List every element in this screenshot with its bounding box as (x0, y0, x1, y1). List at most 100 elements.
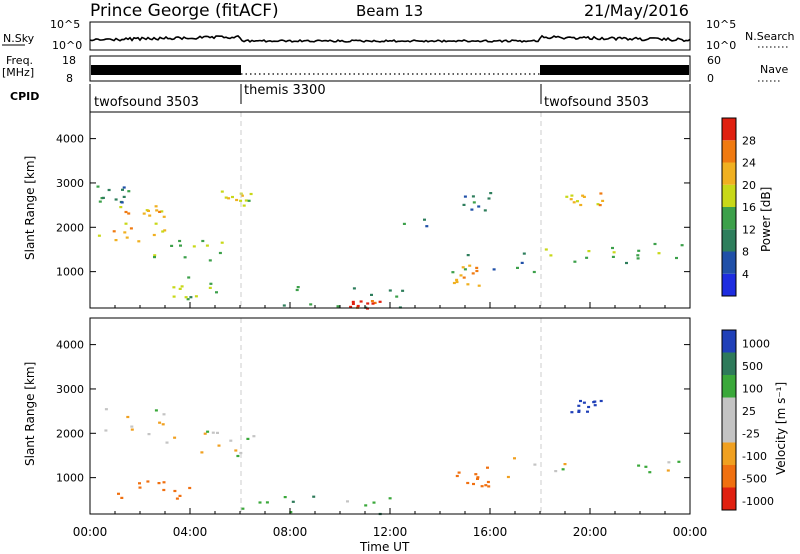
heatmap-cell (492, 268, 496, 271)
heatmap-cell (477, 205, 481, 208)
heatmap-cell (178, 494, 182, 497)
heatmap-cell (244, 199, 248, 202)
heatmap-cell (126, 415, 130, 419)
heatmap-cell (309, 303, 313, 306)
heatmap-cell (582, 401, 586, 404)
y-tick-label: 2000 (56, 427, 84, 440)
heatmap-cell (160, 210, 164, 213)
heatmap-cell (114, 239, 118, 242)
heatmap-cell (462, 276, 466, 279)
heatmap-cell (218, 251, 222, 255)
heatmap-cell (466, 283, 470, 286)
heatmap-cell (480, 485, 484, 488)
colorbar-segment (722, 487, 736, 510)
heatmap-cell (122, 186, 126, 189)
heatmap-cell (636, 254, 640, 257)
heatmap-cell (466, 254, 470, 257)
colorbar-tick-label: -100 (742, 450, 767, 463)
heatmap-cell (117, 492, 120, 495)
heatmap-cell (370, 300, 374, 303)
heatmap-cell (217, 444, 221, 447)
colorbar-tick-label: 12 (742, 223, 756, 236)
heatmap-cell (576, 200, 579, 203)
heatmap-cell (565, 195, 569, 198)
heatmap-cell (351, 302, 355, 305)
heatmap-cell (162, 481, 166, 484)
heatmap-cell (97, 234, 101, 237)
heatmap-cell (130, 425, 134, 428)
heatmap-cell (476, 476, 480, 479)
heatmap-cell (599, 399, 603, 403)
heatmap-cell (378, 300, 382, 303)
y-tick-label: 1000 (56, 266, 84, 279)
heatmap-cell (183, 256, 187, 259)
y-tick-label: 2000 (56, 221, 84, 234)
heatmap-cell (155, 209, 159, 212)
heatmap-cell (130, 428, 134, 431)
heatmap-cell (163, 229, 167, 232)
heatmap-cell (104, 429, 108, 432)
heatmap-cell (463, 195, 467, 198)
heatmap-cell (666, 469, 670, 472)
colorbar-tick-label: 1000 (742, 338, 770, 351)
y-tick-label: 4000 (56, 133, 84, 146)
freq-tick-bottom: 8 (66, 72, 73, 85)
heatmap-cell (236, 454, 240, 458)
colorbar-tick-label: 16 (742, 201, 756, 214)
heatmap-cell (581, 194, 585, 197)
freq-label: Freq. (6, 54, 33, 67)
heatmap-cell (123, 231, 127, 234)
heatmap-cell (554, 470, 558, 473)
heatmap-cell (200, 451, 204, 454)
heatmap-cell (162, 215, 166, 218)
colorbar-segment (722, 229, 736, 252)
heatmap-cell (577, 409, 581, 412)
heatmap-cell (455, 278, 459, 281)
heatmap-cell (127, 190, 131, 193)
freq-tick-top: 18 (62, 54, 76, 67)
heatmap-cell (220, 190, 224, 193)
heatmap-cell (573, 260, 577, 263)
x-tick-label: 16:00 (473, 525, 508, 539)
heatmap-cell (667, 461, 671, 464)
colorbar-tick-label: -500 (742, 473, 767, 486)
heatmap-cell (224, 196, 228, 199)
colorbar-tick-label: 500 (742, 360, 763, 373)
heatmap-cell (96, 185, 100, 188)
colorbar-tick-label: 8 (742, 246, 749, 259)
heatmap-cell (124, 222, 128, 225)
heatmap-cell (506, 475, 510, 479)
power-ylabel: Slant Range [km] (23, 156, 37, 260)
velocity-colorbar-label: Velocity [m s⁻¹] (774, 382, 788, 475)
heatmap-cell (657, 252, 661, 255)
heatmap-cell (153, 254, 157, 257)
heatmap-cell (452, 281, 456, 285)
heatmap-cell (172, 295, 176, 298)
heatmap-cell (577, 410, 581, 413)
heatmap-cell (680, 244, 684, 247)
nave-tick-top: 60 (707, 54, 721, 67)
heatmap-cell (532, 270, 536, 274)
heatmap-cell (402, 222, 406, 225)
colorbar-segment (722, 397, 736, 420)
heatmap-cell (637, 249, 641, 252)
colorbar-frame (721, 117, 737, 297)
heatmap-cell (677, 460, 681, 463)
colorbar-segment (722, 207, 736, 230)
heatmap-cell (451, 271, 455, 274)
heatmap-cell (120, 201, 124, 204)
heatmap-cell (208, 259, 212, 262)
heatmap-cell (461, 266, 465, 269)
heatmap-cell (240, 194, 244, 197)
heatmap-cell (147, 209, 150, 212)
heatmap-cell (544, 248, 548, 251)
heatmap-cell (522, 252, 526, 255)
heatmap-cell (563, 463, 567, 466)
colorbar-segment (722, 118, 736, 141)
heatmap-cell (577, 404, 581, 407)
heatmap-cell (636, 257, 640, 260)
colorbar-segment (722, 465, 736, 488)
nave-label: Nave (760, 63, 788, 76)
heatmap-cell (466, 481, 470, 485)
